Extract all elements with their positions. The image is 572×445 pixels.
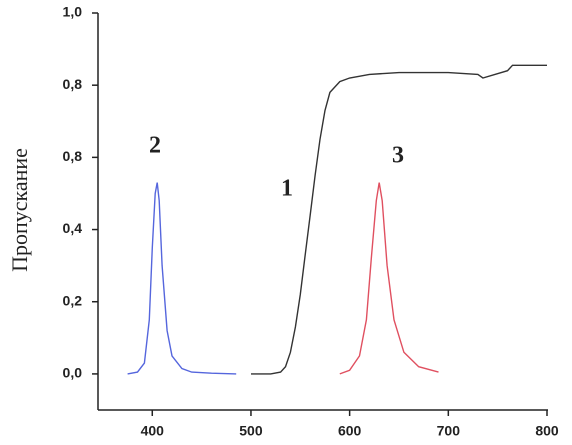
y-tick-label: 0,2 — [63, 292, 83, 308]
y-tick-label: 0,8 — [63, 148, 83, 164]
series-line — [251, 64, 547, 375]
x-tick-label: 800 — [535, 423, 559, 439]
annotation: 1 — [281, 176, 293, 202]
x-tick-label: 500 — [239, 423, 263, 439]
y-tick-label: 0,4 — [63, 220, 83, 236]
series-line — [127, 182, 237, 375]
x-tick-label: 600 — [338, 423, 362, 439]
series-line — [339, 182, 439, 375]
x-tick-label: 400 — [141, 423, 165, 439]
x-tick-label: 700 — [437, 423, 461, 439]
y-axis-label: Пропускание — [7, 148, 32, 272]
y-tick-label: 1,0 — [63, 4, 83, 20]
annotation: 2 — [149, 133, 161, 159]
annotation: 3 — [392, 143, 404, 169]
y-tick-label: 0,0 — [63, 365, 83, 381]
y-tick-label: 0,8 — [63, 76, 83, 92]
